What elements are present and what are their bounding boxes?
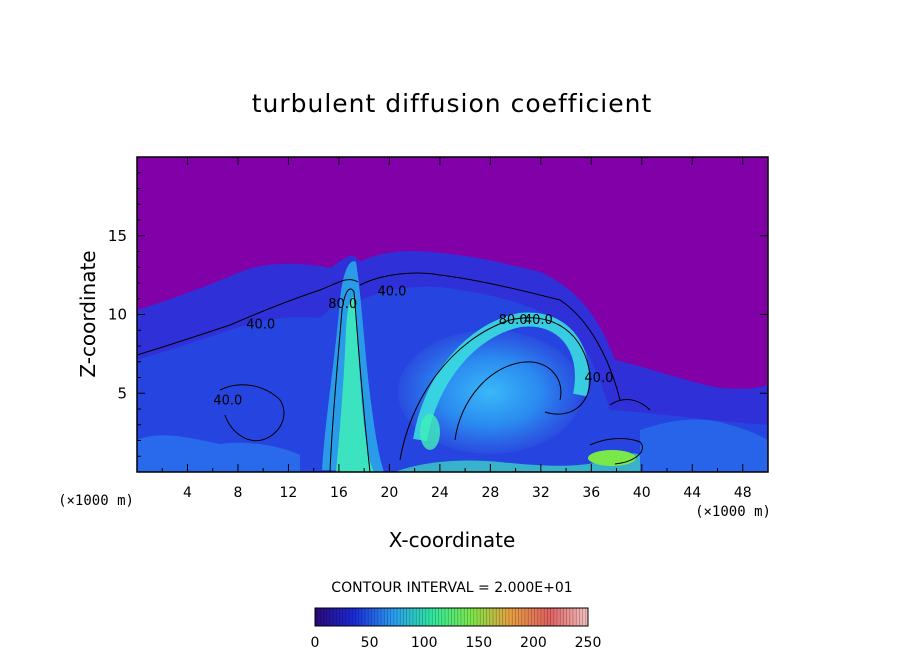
contour-label: 40.0: [213, 393, 242, 408]
contour-line: [219, 384, 285, 442]
contour-interval-text: CONTOUR INTERVAL = 2.000E+01: [331, 580, 572, 596]
z-tick-label: 10: [108, 306, 127, 324]
colorbar-stripes: [316, 608, 587, 626]
vortex-arm: [413, 312, 589, 442]
contour-line: [399, 317, 591, 461]
green-patch: [420, 414, 440, 450]
colorbar-ticks: 0 50 100 150 200 250: [311, 635, 602, 651]
contour-line: [589, 437, 643, 465]
x-tick-label: 20: [380, 485, 398, 501]
chart-title: turbulent diffusion coefficient: [252, 89, 653, 118]
colorbar-tick-label: 50: [361, 635, 379, 651]
contour-label: 40.0: [584, 371, 613, 386]
contour-label: 40.0: [524, 313, 553, 328]
heatmap-field: [137, 157, 768, 472]
x-tick-label: 44: [683, 485, 701, 501]
contour-line: [329, 288, 371, 472]
z-tick-label: 15: [108, 227, 127, 245]
near-surface-band: [395, 453, 640, 472]
colorbar-frame: [314, 607, 589, 627]
contour-lines: [137, 272, 651, 472]
colorbar: 0 50 100 150 200 250: [311, 607, 602, 651]
green-patch: [588, 450, 636, 466]
contour-line: [454, 361, 562, 441]
x-tick-label: 32: [532, 485, 550, 501]
x-tick-label: 8: [233, 485, 242, 501]
colorbar-tick-label: 0: [311, 635, 320, 651]
contour-label: 80.0: [499, 313, 528, 328]
x-axis-ticks: 4 8 12 16 20 24 28 32 36 40 44 48: [161, 157, 752, 501]
colorbar-fill: [315, 608, 588, 626]
x-tick-label: 36: [582, 485, 600, 501]
updraft-core: [336, 297, 374, 472]
z-axis-ticks: 5 10 15: [108, 172, 768, 457]
x-tick-label: 40: [633, 485, 651, 501]
x-tick-label: 16: [330, 485, 348, 501]
x-tick-label: 4: [183, 485, 192, 501]
colorbar-tick-label: 100: [411, 635, 438, 651]
contour-label: 40.0: [377, 285, 406, 300]
contour-label: 40.0: [246, 318, 275, 333]
x-axis-label: X-coordinate: [389, 528, 516, 552]
plot-area: 40.040.080.080.040.040.040.0 4 8 12 16 20 24 2…: [108, 156, 769, 501]
contour-label: 80.0: [328, 297, 357, 312]
x-tick-label: 48: [734, 485, 752, 501]
colorbar-tick-label: 150: [465, 635, 492, 651]
surface-turbulence: [640, 419, 768, 472]
x-tick-label: 12: [280, 485, 298, 501]
contour-line: [609, 399, 651, 411]
z-axis-label: Z-coordinate: [76, 250, 100, 377]
z-tick-label: 5: [117, 384, 127, 402]
contour-line: [137, 279, 359, 356]
vortex-core: [398, 330, 582, 454]
x-unit-label: (×1000 m): [695, 504, 771, 520]
x-tick-label: 28: [481, 485, 499, 501]
z-unit-label: (×1000 m): [58, 493, 134, 509]
contour-labels: 40.040.080.080.040.040.040.0: [213, 285, 613, 409]
colorbar-tick-label: 200: [520, 635, 547, 651]
surface-turbulence: [137, 435, 300, 472]
x-tick-label: 24: [431, 485, 449, 501]
contour-line: [359, 272, 621, 401]
colorbar-tick-label: 250: [575, 635, 602, 651]
